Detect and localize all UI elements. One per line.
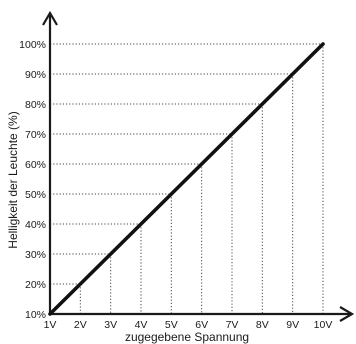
- x-tick-label: 8V: [256, 319, 269, 331]
- y-tick-label: 20%: [25, 279, 46, 291]
- x-tick-label: 6V: [195, 319, 208, 331]
- y-tick-label: 30%: [25, 249, 46, 261]
- axes: [42, 10, 355, 322]
- y-tick-label: 100%: [19, 39, 46, 51]
- x-tick-labels: 1V 2V 3V 4V 5V 6V 7V 8V 9V 10V: [44, 319, 333, 331]
- series-line: [48, 42, 325, 316]
- series-line-group: [48, 42, 325, 316]
- y-tick-label: 90%: [25, 69, 46, 81]
- y-tick-labels: 10% 20% 30% 40% 50% 60% 70% 80% 90% 100%: [19, 39, 46, 321]
- x-tick-label: 3V: [104, 319, 117, 331]
- x-tick-label: 2V: [74, 319, 87, 331]
- x-tick-label: 9V: [286, 319, 299, 331]
- x-tick-label: 5V: [165, 319, 178, 331]
- y-tick-label: 80%: [25, 99, 46, 111]
- y-axis-title: Helligkeit der Leuchte (%): [6, 111, 20, 248]
- y-tick-label: 70%: [25, 129, 46, 141]
- guide-lines: [50, 43, 324, 314]
- y-axis-arrow: [42, 10, 58, 26]
- y-tick-label: 50%: [25, 189, 46, 201]
- x-axis-title: zugegebene Spannung: [125, 330, 249, 344]
- x-axis-arrow: [339, 306, 355, 322]
- y-tick-label: 40%: [25, 219, 46, 231]
- x-tick-label: 7V: [226, 319, 239, 331]
- y-tick-label: 10%: [25, 309, 46, 321]
- y-tick-label: 60%: [25, 159, 46, 171]
- x-tick-label: 1V: [44, 319, 57, 331]
- x-tick-label: 10V: [314, 319, 333, 331]
- x-tick-label: 4V: [135, 319, 148, 331]
